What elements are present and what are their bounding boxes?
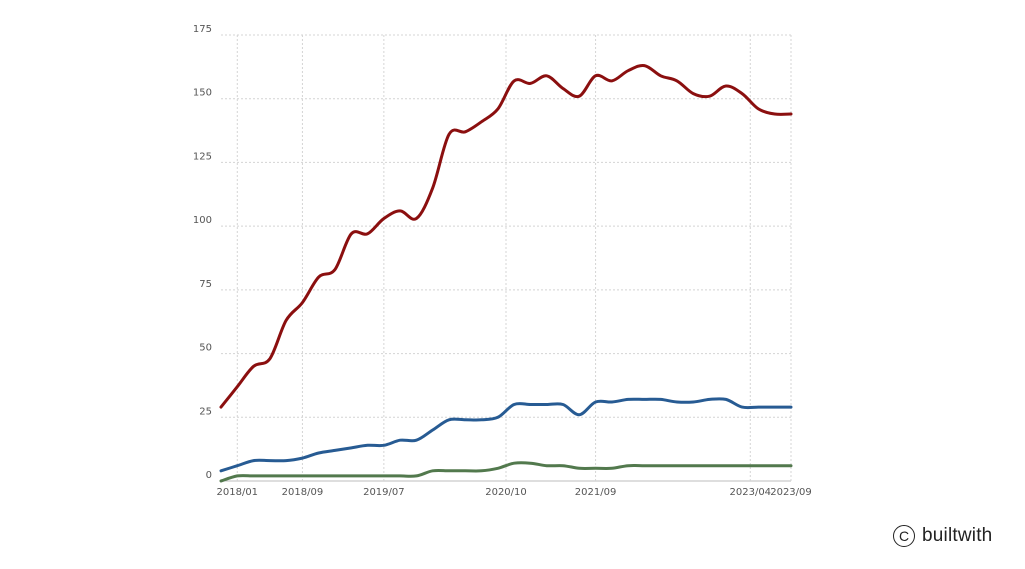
grid [221,34,792,482]
x-tick-label: 2020/10 [485,487,527,498]
builtwith-logo: C builtwith [893,521,992,551]
y-axis-ticks: 0 25 50 75 100 125 150 175 [193,24,212,481]
x-tick-label: 2023/04 [730,487,772,498]
series-line-2 [219,397,793,473]
y-tick-label: 25 [199,406,212,417]
brand-name: builtwith [922,525,993,546]
y-tick-label: 175 [193,24,212,35]
series-lines [219,63,793,483]
series-line-1 [219,63,793,409]
x-axis-ticks: 2018/01 2018/09 2019/07 2020/10 2021/09 2023/… [217,487,812,498]
copyright-icon: C [893,525,915,547]
x-tick-label: 2019/07 [363,487,405,498]
y-tick-label: 50 [199,343,212,354]
series-line-3 [219,461,793,483]
x-tick-label: 2023/09 [770,487,812,498]
x-tick-label: 2021/09 [575,487,617,498]
y-tick-label: 125 [193,151,212,162]
y-tick-label: 100 [193,215,212,226]
y-tick-label: 150 [193,88,212,99]
y-tick-label: 0 [206,470,212,481]
x-tick-label: 2018/01 [217,487,259,498]
x-tick-label: 2018/09 [282,487,324,498]
y-tick-label: 75 [199,279,212,290]
